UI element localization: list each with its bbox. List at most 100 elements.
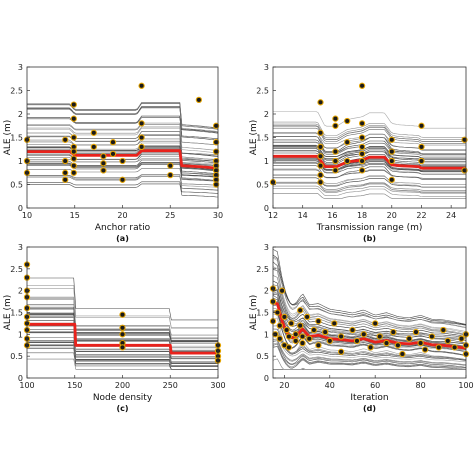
data-point <box>212 139 220 146</box>
ensemble-line <box>273 121 466 138</box>
data-point <box>451 344 458 351</box>
ensemble-line <box>273 145 466 159</box>
ensemble-line <box>273 261 466 326</box>
data-point <box>332 167 339 174</box>
data-point <box>317 129 324 136</box>
x-tick-label: 100 <box>458 381 473 390</box>
ensemble-line <box>27 145 218 164</box>
data-point <box>119 311 126 318</box>
data-point <box>285 333 293 340</box>
data-point <box>376 333 383 340</box>
data-point <box>303 313 311 321</box>
y-tick-label: 0 <box>18 374 23 383</box>
data-point <box>331 320 338 327</box>
ensemble-line <box>273 174 466 188</box>
x-tick-label: 300 <box>210 381 225 390</box>
data-point <box>90 129 97 136</box>
data-point <box>292 331 299 338</box>
data-point <box>276 322 283 329</box>
data-point <box>212 148 220 155</box>
panel-2: 12 14 16 18 20 22 24 0 0.5 1 1.5 2 2.5 3 Transmission … <box>249 63 468 243</box>
ensemble-line <box>273 297 466 345</box>
y-tick-label: 3 <box>18 63 23 72</box>
x-tick-label: 16 <box>327 211 337 220</box>
data-point <box>388 176 395 183</box>
data-point <box>317 153 324 160</box>
y-tick-label: 3 <box>18 243 23 252</box>
data-point <box>444 337 451 345</box>
y-tick-label: 0 <box>264 374 269 383</box>
data-point <box>119 331 126 338</box>
data-point <box>310 326 318 334</box>
data-point <box>62 136 69 143</box>
data-point <box>276 335 283 342</box>
data-point <box>167 171 174 179</box>
ensemble-line <box>273 342 466 370</box>
ensemble-line <box>273 275 466 336</box>
x-tick-label: 12 <box>268 211 278 220</box>
y-tick-label: 1.5 <box>256 134 269 143</box>
ensemble-line <box>273 148 466 165</box>
data-point <box>358 82 366 89</box>
y-tick-label: 0 <box>18 204 23 213</box>
ensemble-line <box>273 193 466 199</box>
ensemble-line <box>273 133 466 146</box>
x-axis-label: Anchor ratio <box>95 223 151 233</box>
ensemble-line <box>27 344 218 367</box>
ensemble-line <box>27 140 218 156</box>
data-point <box>292 337 299 345</box>
data-point <box>119 344 126 351</box>
x-tick-label: 30 <box>213 211 223 220</box>
data-point <box>70 115 77 122</box>
ensemble-line <box>27 146 218 162</box>
data-point <box>109 150 117 158</box>
data-point <box>383 339 390 347</box>
data-point <box>299 339 306 347</box>
ensemble-line <box>27 126 218 151</box>
ensemble-line <box>27 159 218 181</box>
y-tick-label: 3 <box>264 63 269 72</box>
data-point <box>62 157 69 165</box>
x-tick-label: 100 <box>19 381 34 390</box>
ensemble-line <box>273 254 466 326</box>
x-tick-label: 15 <box>70 211 80 220</box>
ensemble-line <box>273 168 466 179</box>
ensemble-line <box>27 325 218 367</box>
data-point <box>358 167 366 174</box>
x-tick-label: 20 <box>117 211 127 220</box>
data-point <box>62 176 69 183</box>
plot-area <box>27 277 218 370</box>
data-point <box>337 333 345 340</box>
data-point <box>100 160 107 167</box>
ensemble-line <box>273 132 466 151</box>
data-point <box>344 157 351 165</box>
data-point <box>440 326 447 334</box>
y-axis-label: ALE (m) <box>249 120 259 156</box>
y-tick-label: 2.5 <box>256 265 269 274</box>
data-point <box>281 313 288 321</box>
ensemble-line <box>273 325 466 360</box>
data-point <box>367 344 374 351</box>
y-tick-label: 2.5 <box>10 265 23 274</box>
y-tick-label: 2.5 <box>10 87 23 96</box>
data-point <box>283 326 290 334</box>
data-point <box>358 157 366 165</box>
y-tick-label: 1 <box>18 330 23 339</box>
data-point <box>70 162 77 169</box>
y-tick-label: 1 <box>18 157 23 166</box>
data-point <box>119 324 126 331</box>
ensemble-line <box>273 300 466 347</box>
data-point <box>100 167 107 174</box>
data-point <box>138 120 145 127</box>
data-point <box>358 143 366 151</box>
data-point <box>322 328 329 336</box>
y-tick-label: 0.5 <box>256 352 269 361</box>
data-point <box>372 320 379 327</box>
ensemble-line <box>273 175 466 185</box>
panel-label: (a) <box>116 234 129 243</box>
ensemble-line <box>273 335 466 363</box>
data-point <box>317 99 324 106</box>
ensemble-line <box>273 181 466 191</box>
data-point <box>317 171 324 179</box>
ensemble-line <box>273 340 466 368</box>
